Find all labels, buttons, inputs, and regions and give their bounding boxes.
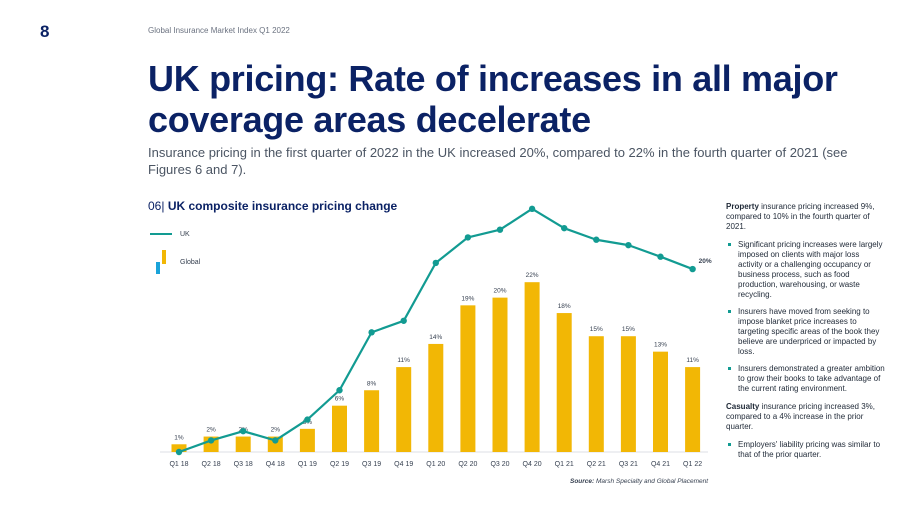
global-bar-label: 11% (686, 357, 699, 364)
property-bullet: Significant pricing increases were large… (726, 240, 886, 300)
property-heading: Property (726, 202, 759, 211)
uk-point (240, 427, 247, 435)
uk-end-label: 20% (699, 258, 712, 265)
uk-point (561, 224, 568, 232)
figure-title: 06| UK composite insurance pricing chang… (148, 199, 397, 213)
global-bar-label: 22% (526, 272, 539, 279)
source-text: Marsh Specialty and Global Placement (596, 478, 709, 485)
casualty-summary: insurance pricing increased 3%, compared… (726, 402, 875, 431)
x-tick-label: Q3 18 (234, 461, 253, 468)
uk-point (272, 437, 279, 444)
x-tick-label: Q1 18 (169, 461, 188, 468)
page-number: 8 (40, 22, 50, 41)
figure-title-text: UK composite insurance pricing change (167, 199, 398, 213)
global-bar-label: 20% (493, 288, 506, 295)
x-tick-label: Q4 20 (523, 461, 542, 468)
global-bar (299, 428, 315, 452)
report-header-label: Global Insurance Market Index Q1 2022 (148, 26, 290, 35)
global-bar-label: 2% (271, 427, 281, 434)
legend-uk-label: UK (180, 230, 190, 238)
page-subtitle: Insurance pricing in the first quarter o… (148, 145, 848, 177)
legend-global-label: Global (180, 258, 201, 266)
x-tick-label: Q3 20 (490, 461, 509, 468)
casualty-paragraph: Casualty insurance pricing increased 3%,… (726, 402, 886, 432)
global-bar-label: 11% (397, 357, 410, 364)
global-bar (588, 336, 604, 452)
legend-global-bar-swatch (150, 250, 172, 274)
x-tick-label: Q3 21 (619, 461, 638, 468)
global-bar-label: 6% (335, 396, 345, 403)
global-bar-label: 8% (367, 380, 377, 387)
x-tick-label: Q4 21 (651, 461, 670, 468)
commentary-sidebar: Property insurance pricing increased 9%,… (726, 202, 886, 468)
x-tick-label: Q1 19 (298, 461, 317, 468)
global-bar (396, 367, 412, 452)
x-tick-label: Q2 21 (587, 461, 606, 468)
global-bar (492, 297, 508, 452)
uk-point (304, 416, 311, 423)
x-tick-label: Q4 18 (266, 461, 285, 468)
page-title: UK pricing: Rate of increases in all maj… (148, 58, 838, 140)
global-bar (685, 367, 701, 452)
chart-source: Source: Marsh Specialty and Global Place… (570, 478, 708, 485)
source-label: Source: (570, 478, 595, 485)
global-bar-label: 1% (174, 434, 184, 441)
x-tick-label: Q2 19 (330, 461, 349, 468)
x-tick-label: Q1 22 (683, 461, 702, 468)
x-tick-label: Q1 20 (426, 461, 445, 468)
legend-global-blue-bar (156, 262, 160, 274)
global-bar (364, 390, 380, 452)
uk-point (336, 387, 343, 394)
chart-legend: UK Global (150, 228, 200, 274)
uk-point (528, 205, 536, 213)
uk-point (496, 226, 504, 233)
legend-item-global: Global (150, 250, 200, 274)
global-bar-label: 15% (590, 326, 603, 333)
casualty-heading: Casualty (726, 402, 760, 411)
property-paragraph: Property insurance pricing increased 9%,… (726, 202, 886, 232)
pricing-chart: 1%2%2%2%3%6%8%11%14%19%20%22%18%15%15%13… (160, 205, 712, 468)
global-bar (460, 305, 476, 452)
global-bar (428, 343, 444, 452)
uk-point (207, 437, 215, 444)
uk-point (175, 448, 183, 456)
uk-point (400, 317, 407, 324)
property-bullet: Insurers have moved from seeking to impo… (726, 307, 886, 357)
x-tick-label: Q3 19 (362, 461, 381, 468)
uk-point (464, 234, 472, 241)
property-summary: insurance pricing increased 9%, compared… (726, 202, 875, 231)
uk-point (625, 241, 632, 249)
legend-uk-line-swatch (150, 233, 172, 235)
global-bar-label: 2% (206, 427, 216, 434)
uk-point (689, 265, 696, 273)
property-bullet: Insurers demonstrated a greater ambition… (726, 364, 886, 394)
legend-global-yellow-bar (162, 250, 166, 264)
global-bar-label: 15% (622, 326, 635, 333)
figure-number: 06| (148, 199, 165, 213)
global-bar-label: 14% (429, 334, 442, 341)
x-tick-label: Q4 19 (394, 461, 413, 468)
global-bar (653, 351, 668, 452)
global-bar (620, 336, 636, 452)
x-tick-label: Q2 20 (458, 461, 477, 468)
global-bar (171, 444, 187, 452)
global-bar (556, 313, 572, 452)
casualty-bullet: Employers' liability pricing was similar… (726, 440, 886, 460)
x-tick-label: Q1 21 (555, 461, 574, 468)
global-bar (524, 282, 540, 452)
global-bar-label: 13% (654, 342, 667, 349)
x-tick-label: Q2 18 (202, 461, 221, 468)
legend-item-uk: UK (150, 228, 200, 240)
global-bar-label: 19% (461, 295, 474, 302)
casualty-bullet-list: Employers' liability pricing was similar… (726, 440, 886, 460)
uk-point (368, 329, 375, 336)
global-bar-label: 18% (558, 303, 571, 310)
uk-point (432, 259, 439, 267)
uk-point (657, 253, 664, 260)
uk-point (593, 236, 600, 243)
property-bullet-list: Significant pricing increases were large… (726, 240, 886, 394)
global-bar (235, 436, 251, 452)
global-bar (332, 405, 347, 452)
